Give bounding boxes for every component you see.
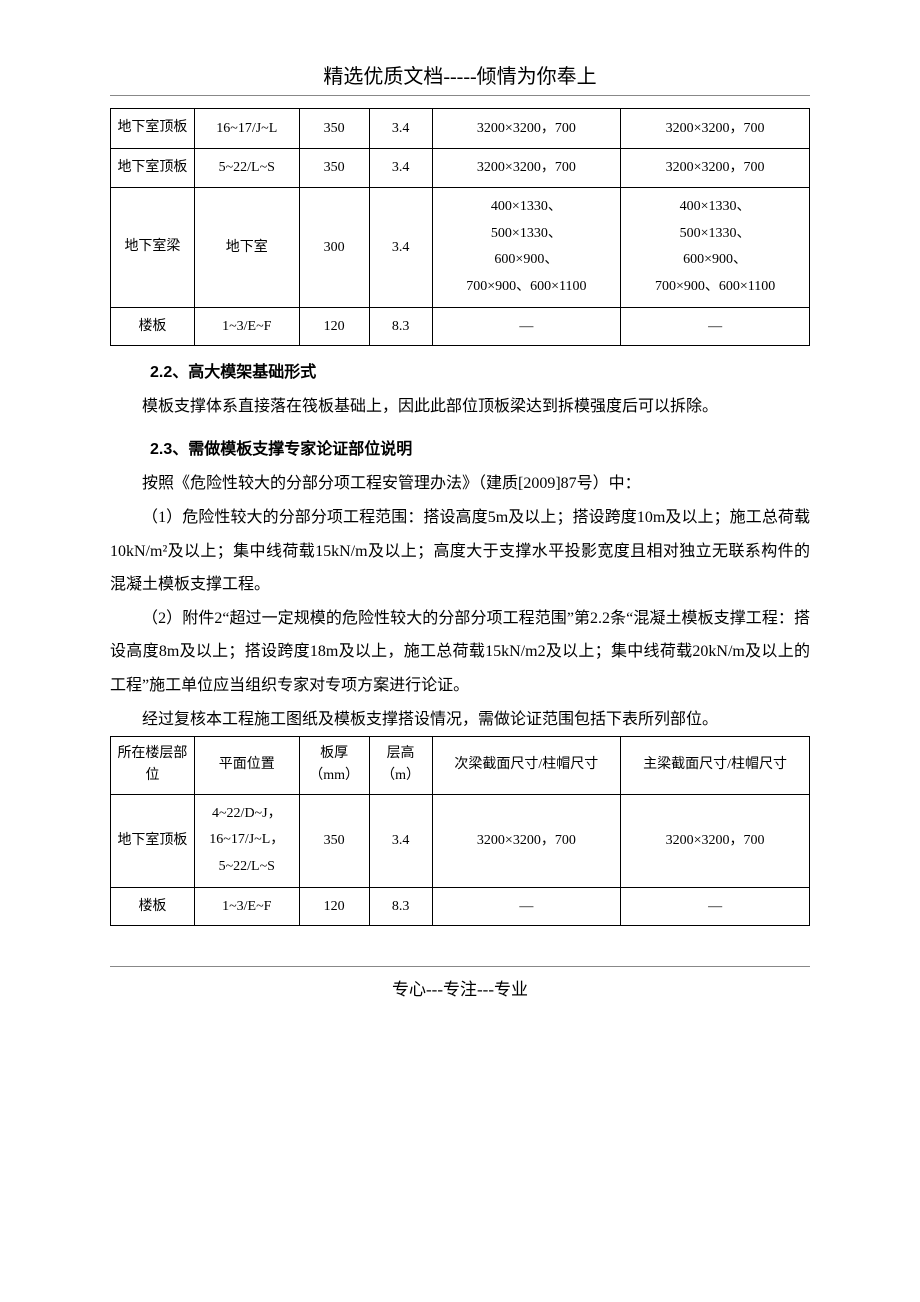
cell-primary: 3200×3200，700 [621, 794, 810, 887]
cell-thickness: 350 [299, 148, 369, 188]
cell-secondary: — [432, 307, 621, 345]
cell-height: 8.3 [369, 307, 432, 345]
table-header-row: 所在楼层部位 平面位置 板厚（mm） 层高（m） 次梁截面尺寸/柱帽尺寸 主梁截… [111, 737, 810, 795]
table-row: 楼板 1~3/E~F 120 8.3 — — [111, 307, 810, 345]
table-row: 地下室梁 地下室 300 3.4 400×1330、500×1330、600×9… [111, 188, 810, 307]
cell-position: 16~17/J~L [194, 109, 299, 149]
cell-thickness: 120 [299, 307, 369, 345]
cell-secondary: 3200×3200，700 [432, 109, 621, 149]
header-position: 平面位置 [194, 737, 299, 795]
cell-location: 楼板 [111, 887, 195, 925]
document-page: 精选优质文档-----倾情为你奉上 地下室顶板 16~17/J~L 350 3.… [0, 0, 920, 1040]
cell-position: 地下室 [194, 188, 299, 307]
cell-location: 地下室顶板 [111, 109, 195, 149]
section-2-3-paragraph-2: （1）危险性较大的分部分项工程范围：搭设高度5m及以上；搭设跨度10m及以上；施… [110, 501, 810, 602]
cell-height: 3.4 [369, 188, 432, 307]
footer-underline [110, 966, 810, 967]
section-2-3-paragraph-4: 经过复核本工程施工图纸及模板支撑搭设情况，需做论证范围包括下表所列部位。 [110, 703, 810, 737]
cell-location: 地下室梁 [111, 188, 195, 307]
cell-secondary: — [432, 887, 621, 925]
cell-secondary: 400×1330、500×1330、600×900、700×900、600×11… [432, 188, 621, 307]
table-2: 所在楼层部位 平面位置 板厚（mm） 层高（m） 次梁截面尺寸/柱帽尺寸 主梁截… [110, 736, 810, 926]
cell-height: 8.3 [369, 887, 432, 925]
page-header-title: 精选优质文档-----倾情为你奉上 [110, 60, 810, 89]
cell-position: 5~22/L~S [194, 148, 299, 188]
header-underline [110, 95, 810, 96]
section-2-2-paragraph: 模板支撑体系直接落在筏板基础上，因此此部位顶板梁达到拆模强度后可以拆除。 [110, 390, 810, 424]
cell-thickness: 300 [299, 188, 369, 307]
cell-secondary: 3200×3200，700 [432, 148, 621, 188]
page-footer: 专心---专注---专业 [110, 966, 810, 1000]
table-row: 地下室顶板 4~22/D~J，16~17/J~L，5~22/L~S 350 3.… [111, 794, 810, 887]
header-primary: 主梁截面尺寸/柱帽尺寸 [621, 737, 810, 795]
header-thickness: 板厚（mm） [299, 737, 369, 795]
cell-primary: 3200×3200，700 [621, 109, 810, 149]
section-2-3-paragraph-3: （2）附件2“超过一定规模的危险性较大的分部分项工程范围”第2.2条“混凝土模板… [110, 602, 810, 703]
header-height: 层高（m） [369, 737, 432, 795]
cell-primary: — [621, 307, 810, 345]
table-row: 楼板 1~3/E~F 120 8.3 — — [111, 887, 810, 925]
header-secondary: 次梁截面尺寸/柱帽尺寸 [432, 737, 621, 795]
section-2-2-heading: 2.2、高大模架基础形式 [110, 358, 810, 382]
cell-height: 3.4 [369, 148, 432, 188]
cell-thickness: 350 [299, 794, 369, 887]
footer-text: 专心---专注---专业 [392, 980, 528, 999]
cell-height: 3.4 [369, 109, 432, 149]
cell-primary: 3200×3200，700 [621, 148, 810, 188]
cell-position: 1~3/E~F [194, 887, 299, 925]
cell-location: 地下室顶板 [111, 794, 195, 887]
cell-location: 地下室顶板 [111, 148, 195, 188]
cell-primary: 400×1330、500×1330、600×900、700×900、600×11… [621, 188, 810, 307]
cell-thickness: 350 [299, 109, 369, 149]
table-row: 地下室顶板 5~22/L~S 350 3.4 3200×3200，700 320… [111, 148, 810, 188]
cell-secondary: 3200×3200，700 [432, 794, 621, 887]
header-location: 所在楼层部位 [111, 737, 195, 795]
table-row: 地下室顶板 16~17/J~L 350 3.4 3200×3200，700 32… [111, 109, 810, 149]
cell-height: 3.4 [369, 794, 432, 887]
table-1: 地下室顶板 16~17/J~L 350 3.4 3200×3200，700 32… [110, 108, 810, 346]
cell-primary: — [621, 887, 810, 925]
cell-position: 1~3/E~F [194, 307, 299, 345]
section-2-3-heading: 2.3、需做模板支撑专家论证部位说明 [110, 435, 810, 459]
section-2-3-paragraph-1: 按照《危险性较大的分部分项工程安管理办法》（建质[2009]87号）中： [110, 467, 810, 501]
cell-thickness: 120 [299, 887, 369, 925]
cell-location: 楼板 [111, 307, 195, 345]
cell-position: 4~22/D~J，16~17/J~L，5~22/L~S [194, 794, 299, 887]
